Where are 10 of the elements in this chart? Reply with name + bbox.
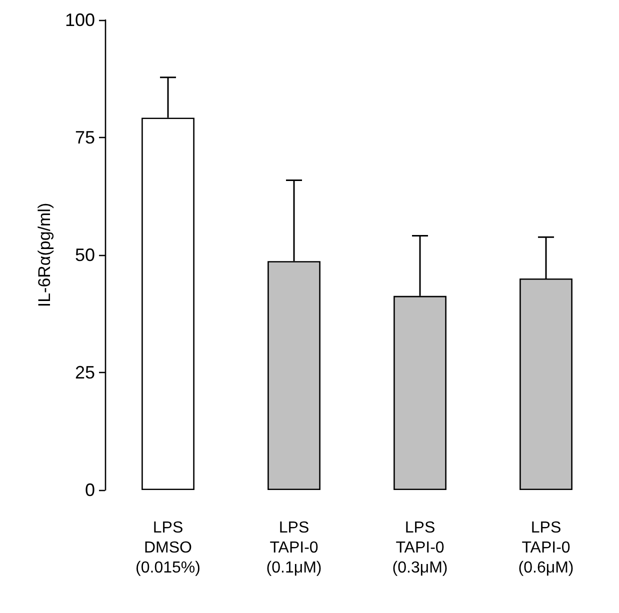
y-tick-label: 25 <box>74 362 95 382</box>
y-tick-label: 0 <box>84 480 95 500</box>
y-tick-label: 100 <box>64 10 95 30</box>
x-tick-label: LPS DMSO (0.015%) <box>136 520 200 576</box>
x-tick-label: LPS TAPI-0 (0.6μM) <box>518 520 574 576</box>
x-tick-label: LPS TAPI-0 (0.3μM) <box>392 520 448 576</box>
y-tick-label: 50 <box>74 245 95 265</box>
y-tick-label: 75 <box>74 128 95 148</box>
y-axis-title: IL-6Rα(pg/ml) <box>35 202 54 308</box>
x-tick-label: LPS TAPI-0 (0.1μM) <box>266 520 322 576</box>
